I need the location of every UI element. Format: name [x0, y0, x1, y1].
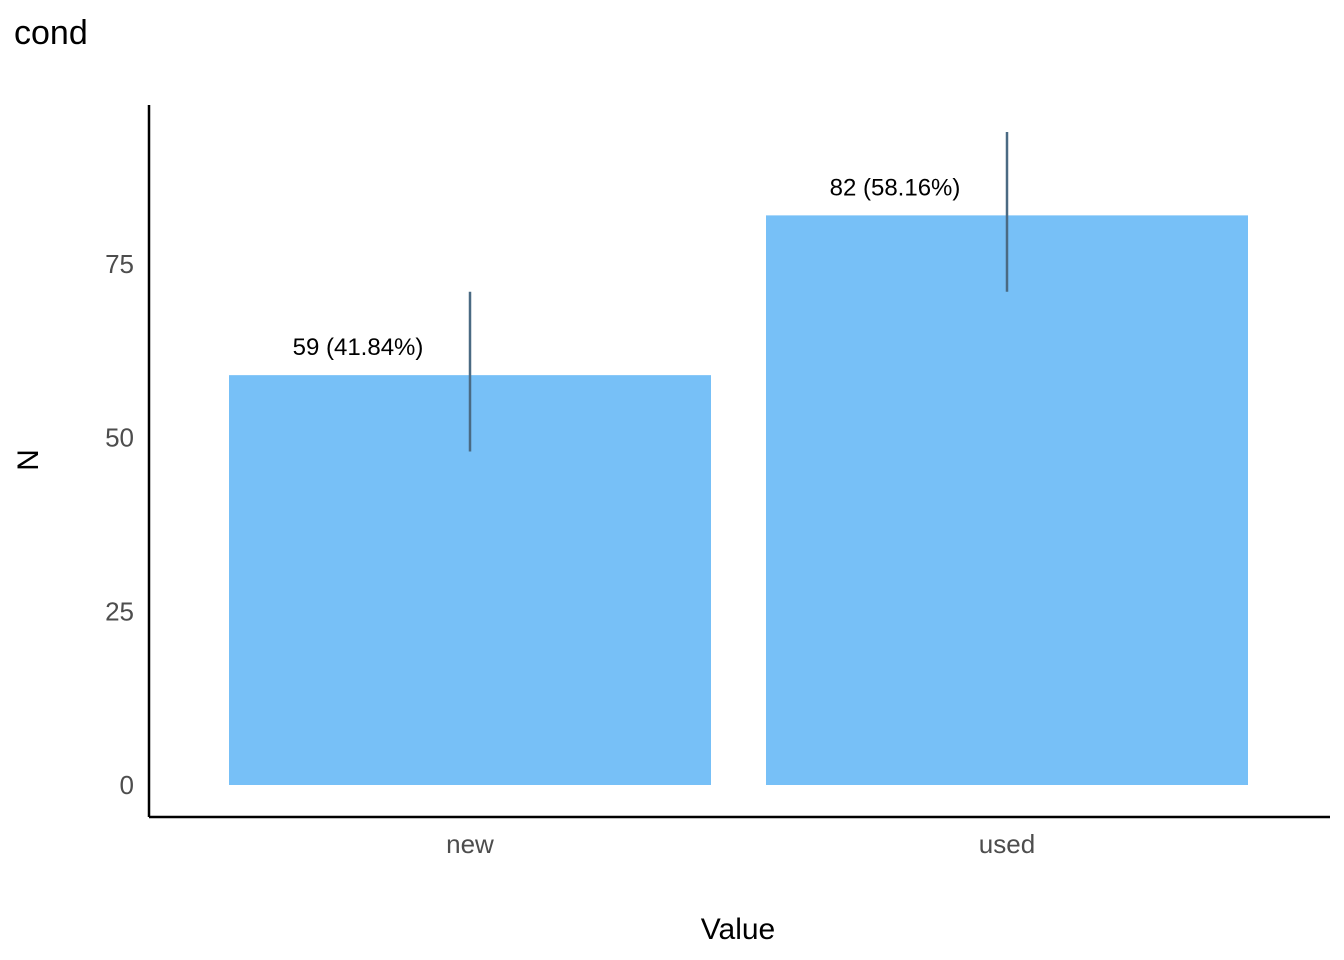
- bar-labels-layer: 59 (41.84%) 82 (58.16%): [293, 174, 961, 361]
- x-tick-new: new: [446, 829, 494, 859]
- bar-label-used: 82 (58.16%): [830, 174, 961, 201]
- x-tick-labels: new used: [446, 829, 1035, 859]
- y-tick-labels: 0 25 50 75: [105, 249, 134, 800]
- x-tick-used: used: [979, 829, 1035, 859]
- error-bars-layer: [468, 132, 1009, 452]
- x-axis-title: Value: [701, 913, 776, 946]
- bar-used: [766, 215, 1248, 785]
- y-tick-0: 0: [120, 770, 134, 800]
- y-axis-title: N: [12, 449, 45, 471]
- y-tick-75: 75: [105, 249, 134, 279]
- chart-title: cond: [14, 14, 88, 52]
- bars-layer: [229, 215, 1248, 785]
- y-tick-50: 50: [105, 423, 134, 453]
- bar-label-new: 59 (41.84%): [293, 334, 424, 361]
- y-tick-25: 25: [105, 596, 134, 626]
